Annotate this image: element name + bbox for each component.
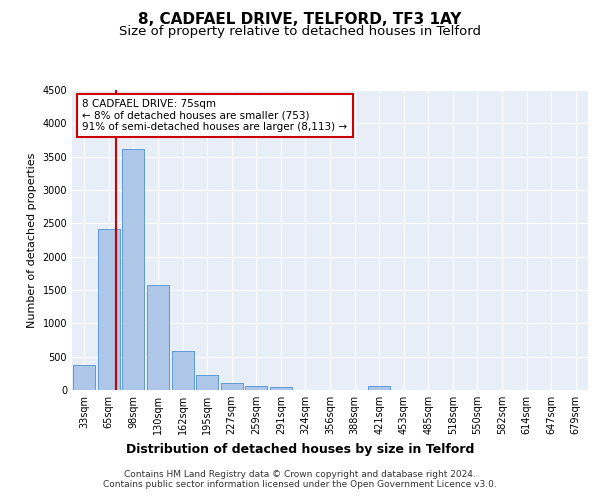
Text: 8, CADFAEL DRIVE, TELFORD, TF3 1AY: 8, CADFAEL DRIVE, TELFORD, TF3 1AY [139,12,461,28]
Text: Distribution of detached houses by size in Telford: Distribution of detached houses by size … [126,442,474,456]
Bar [368,386,390,390]
Bar [221,384,243,390]
Y-axis label: Number of detached properties: Number of detached properties [27,152,37,328]
Bar [122,148,145,390]
Bar [73,366,95,390]
Bar [245,386,268,390]
Bar [172,350,194,390]
Bar [270,387,292,390]
Text: Size of property relative to detached houses in Telford: Size of property relative to detached ho… [119,25,481,38]
Text: 8 CADFAEL DRIVE: 75sqm
← 8% of detached houses are smaller (753)
91% of semi-det: 8 CADFAEL DRIVE: 75sqm ← 8% of detached … [82,99,347,132]
Bar [196,376,218,390]
Bar [98,228,120,390]
Bar [147,284,169,390]
Text: Contains HM Land Registry data © Crown copyright and database right 2024.
Contai: Contains HM Land Registry data © Crown c… [103,470,497,489]
